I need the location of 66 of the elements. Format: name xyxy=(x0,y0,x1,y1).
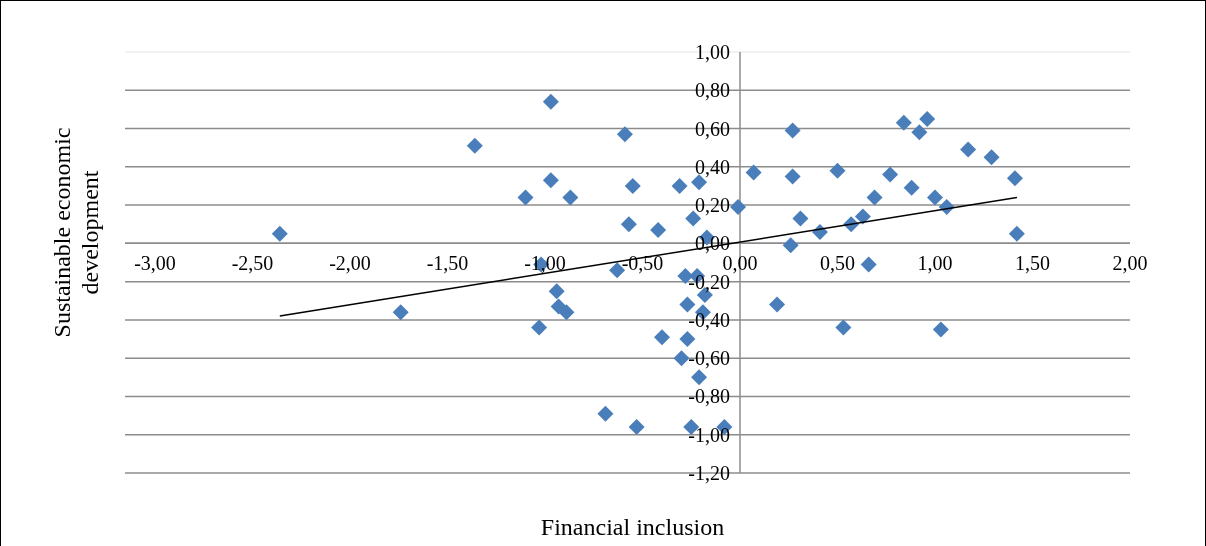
point xyxy=(597,405,614,422)
point xyxy=(679,331,696,348)
point xyxy=(616,126,633,143)
y-tick-label: 0,40 xyxy=(695,155,730,178)
point xyxy=(1006,170,1023,187)
point xyxy=(769,296,786,313)
y-tick-label: -1,20 xyxy=(688,462,730,484)
y-tick-label: -0,40 xyxy=(688,308,730,331)
point xyxy=(548,283,565,300)
point xyxy=(784,168,801,185)
point xyxy=(983,149,1000,166)
point xyxy=(927,189,943,206)
y-axis-title: Sustainable economic development xyxy=(49,127,103,338)
point xyxy=(542,93,559,110)
point xyxy=(271,225,288,242)
point xyxy=(558,304,575,321)
point xyxy=(628,419,645,436)
point xyxy=(562,189,579,206)
point xyxy=(932,321,949,338)
x-tick-label: 0,50 xyxy=(820,252,855,275)
point xyxy=(784,122,801,139)
y-tick-label: 0,80 xyxy=(695,79,730,102)
point xyxy=(860,256,877,273)
x-tick-label: 2,00 xyxy=(1112,252,1148,275)
x-tick-label: -2,50 xyxy=(231,252,274,275)
point xyxy=(620,216,637,233)
point xyxy=(691,369,708,386)
point xyxy=(517,189,534,206)
point xyxy=(854,208,871,225)
x-axis-title: Financial inclusion xyxy=(540,514,725,540)
point xyxy=(466,137,483,154)
point xyxy=(531,319,548,336)
point xyxy=(654,329,670,346)
point xyxy=(730,199,747,215)
point xyxy=(882,166,899,183)
x-tick-label: -2,00 xyxy=(329,252,371,275)
point xyxy=(792,210,809,227)
x-tick-label: -3,00 xyxy=(134,252,176,275)
y-tick-label: 0,60 xyxy=(695,117,730,140)
point xyxy=(673,350,690,367)
point xyxy=(960,141,977,158)
point xyxy=(745,164,762,181)
x-tick-label: -1,50 xyxy=(426,252,469,275)
x-tick-label: 1,50 xyxy=(1015,252,1050,275)
point xyxy=(835,319,852,336)
y-tick-label: -0,80 xyxy=(688,385,730,408)
point xyxy=(392,304,409,321)
point xyxy=(679,296,696,313)
point xyxy=(895,114,912,131)
point xyxy=(624,177,641,194)
x-tick-label: -0,50 xyxy=(621,252,664,275)
point xyxy=(866,189,883,206)
y-tick-label: -1,00 xyxy=(688,423,730,446)
x-tick-label: 1,00 xyxy=(917,252,953,275)
point xyxy=(911,124,928,141)
point xyxy=(829,162,846,179)
point xyxy=(671,177,688,194)
y-tick-label: 1,00 xyxy=(695,41,730,63)
point xyxy=(903,179,920,196)
point xyxy=(919,110,936,127)
point xyxy=(650,221,667,238)
point xyxy=(542,172,559,189)
y-tick-label: 0,20 xyxy=(695,194,730,217)
point xyxy=(782,237,799,254)
point xyxy=(1008,225,1025,242)
y-tick-label: -0,60 xyxy=(688,347,730,370)
